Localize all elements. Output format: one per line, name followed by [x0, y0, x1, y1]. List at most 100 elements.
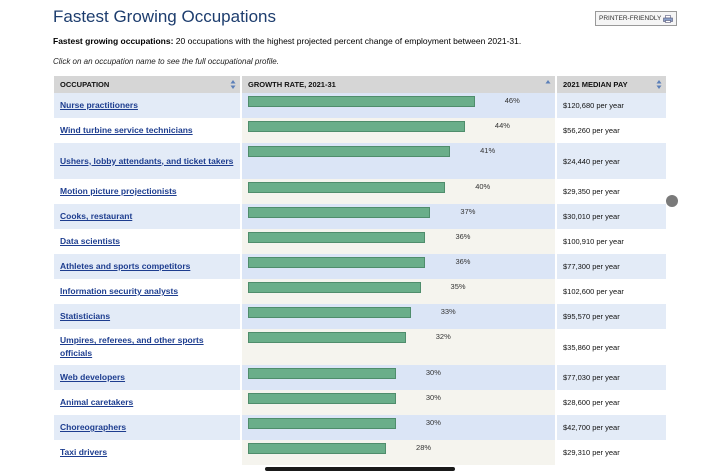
- side-scroll-dot[interactable]: [666, 195, 678, 207]
- occupation-link[interactable]: Cooks, restaurant: [60, 211, 133, 221]
- page-title: Fastest Growing Occupations: [53, 7, 276, 26]
- growth-bar: [248, 332, 406, 343]
- median-pay-cell: $35,860 per year: [557, 329, 666, 365]
- growth-rate-cell: 36%: [242, 229, 557, 254]
- growth-rate-label: 30%: [425, 393, 441, 402]
- intro-text: Fastest growing occupations: 20 occupati…: [53, 36, 521, 46]
- growth-rate-cell: 37%: [242, 204, 557, 229]
- growth-rate-cell: 28%: [242, 440, 557, 465]
- occupation-link[interactable]: Athletes and sports competitors: [60, 261, 191, 271]
- occupation-cell: Wind turbine service technicians: [54, 118, 242, 143]
- table-row: Choreographers 30% $42,700 per year: [54, 415, 666, 440]
- occupation-link[interactable]: Ushers, lobby attendants, and ticket tak…: [60, 155, 234, 166]
- printer-friendly-label: PRINTER-FRIENDLY: [599, 15, 662, 22]
- intro-bold: Fastest growing occupations:: [53, 36, 174, 46]
- occupation-link[interactable]: Umpires, referees, and other sports offi…: [60, 335, 204, 358]
- growth-bar: [248, 443, 387, 454]
- growth-rate-cell: 32%: [242, 329, 557, 365]
- header-occupation[interactable]: OCCUPATION: [54, 76, 242, 93]
- occupation-cell: Motion picture projectionists: [54, 179, 242, 204]
- header-median-pay-label: 2021 MEDIAN PAY: [563, 80, 628, 89]
- median-pay-cell: $28,600 per year: [557, 390, 666, 415]
- occupation-cell: Nurse practitioners: [54, 93, 242, 118]
- sort-icon: [230, 80, 236, 89]
- sort-up-icon: [545, 80, 551, 84]
- growth-rate-label: 41%: [480, 146, 496, 155]
- growth-rate-cell: 36%: [242, 254, 557, 279]
- header-occupation-label: OCCUPATION: [60, 80, 110, 89]
- growth-rate-label: 30%: [425, 418, 441, 427]
- table-row: Animal caretakers 30% $28,600 per year: [54, 390, 666, 415]
- occupation-link[interactable]: Choreographers: [60, 422, 127, 432]
- growth-bar: [248, 307, 411, 318]
- occupation-cell: Ushers, lobby attendants, and ticket tak…: [54, 143, 242, 179]
- median-pay-cell: $120,680 per year: [557, 93, 666, 118]
- median-pay-cell: $77,300 per year: [557, 254, 666, 279]
- occupations-table: OCCUPATION GROWTH RATE, 2021-31 2021 MED…: [54, 76, 666, 465]
- growth-rate-label: 46%: [504, 96, 520, 105]
- growth-rate-label: 40%: [475, 182, 491, 191]
- growth-bar: [248, 282, 421, 293]
- occupation-cell: Taxi drivers: [54, 440, 242, 465]
- growth-rate-cell: 46%: [242, 93, 557, 118]
- table-row: Data scientists 36% $100,910 per year: [54, 229, 666, 254]
- median-pay-cell: $77,030 per year: [557, 365, 666, 390]
- occupation-link[interactable]: Motion picture projectionists: [60, 186, 177, 196]
- median-pay-cell: $95,570 per year: [557, 304, 666, 329]
- occupation-link[interactable]: Web developers: [60, 372, 126, 382]
- growth-rate-cell: 30%: [242, 415, 557, 440]
- occupation-cell: Umpires, referees, and other sports offi…: [54, 329, 242, 365]
- median-pay-cell: $29,350 per year: [557, 179, 666, 204]
- home-indicator: [265, 467, 455, 471]
- occupation-cell: Choreographers: [54, 415, 242, 440]
- printer-friendly-button[interactable]: PRINTER-FRIENDLY: [595, 11, 678, 26]
- table-row: Statisticians 33% $95,570 per year: [54, 304, 666, 329]
- table-header: OCCUPATION GROWTH RATE, 2021-31 2021 MED…: [54, 76, 666, 93]
- table-row: Taxi drivers 28% $29,310 per year: [54, 440, 666, 465]
- growth-rate-cell: 44%: [242, 118, 557, 143]
- table-row: Wind turbine service technicians 44% $56,2…: [54, 118, 666, 143]
- growth-rate-cell: 30%: [242, 365, 557, 390]
- header-growth-rate[interactable]: GROWTH RATE, 2021-31: [242, 76, 557, 93]
- table-row: Athletes and sports competitors 36% $77,30…: [54, 254, 666, 279]
- table-row: Ushers, lobby attendants, and ticket tak…: [54, 143, 666, 179]
- growth-bar: [248, 232, 426, 243]
- growth-bar: [248, 146, 451, 157]
- growth-bar: [248, 182, 446, 193]
- median-pay-cell: $30,010 per year: [557, 204, 666, 229]
- growth-bar: [248, 207, 431, 218]
- occupation-cell: Information security analysts: [54, 279, 242, 304]
- growth-bar: [248, 96, 475, 107]
- occupation-cell: Athletes and sports competitors: [54, 254, 242, 279]
- occupation-link[interactable]: Wind turbine service technicians: [60, 125, 193, 135]
- occupation-link[interactable]: Animal caretakers: [60, 397, 134, 407]
- intro-rest: 20 occupations with the highest projecte…: [173, 36, 522, 46]
- growth-bar: [248, 393, 396, 404]
- growth-rate-label: 30%: [425, 368, 441, 377]
- occupation-link[interactable]: Nurse practitioners: [60, 100, 138, 110]
- growth-rate-label: 33%: [440, 307, 456, 316]
- median-pay-cell: $42,700 per year: [557, 415, 666, 440]
- growth-rate-label: 36%: [455, 232, 471, 241]
- header-median-pay[interactable]: 2021 MEDIAN PAY: [557, 76, 666, 93]
- growth-rate-label: 37%: [460, 207, 476, 216]
- table-row: Web developers 30% $77,030 per year: [54, 365, 666, 390]
- occupation-link[interactable]: Statisticians: [60, 311, 111, 321]
- occupation-link[interactable]: Data scientists: [60, 236, 120, 246]
- median-pay-cell: $24,440 per year: [557, 143, 666, 179]
- table-row: Umpires, referees, and other sports offi…: [54, 329, 666, 365]
- occupation-link[interactable]: Information security analysts: [60, 286, 179, 296]
- instruction-hint: Click on an occupation name to see the f…: [53, 57, 279, 66]
- occupation-link[interactable]: Taxi drivers: [60, 447, 108, 457]
- median-pay-cell: $56,260 per year: [557, 118, 666, 143]
- growth-bar: [248, 418, 396, 429]
- growth-bar: [248, 368, 396, 379]
- table-row: Cooks, restaurant 37% $30,010 per year: [54, 204, 666, 229]
- table-row: Nurse practitioners 46% $120,680 per year: [54, 93, 666, 118]
- growth-rate-label: 44%: [494, 121, 510, 130]
- printer-icon: [663, 14, 674, 23]
- table-row: Motion picture projectionists 40% $29,350 …: [54, 179, 666, 204]
- table-row: Information security analysts 35% $102,600…: [54, 279, 666, 304]
- growth-rate-label: 32%: [435, 332, 451, 341]
- growth-rate-cell: 40%: [242, 179, 557, 204]
